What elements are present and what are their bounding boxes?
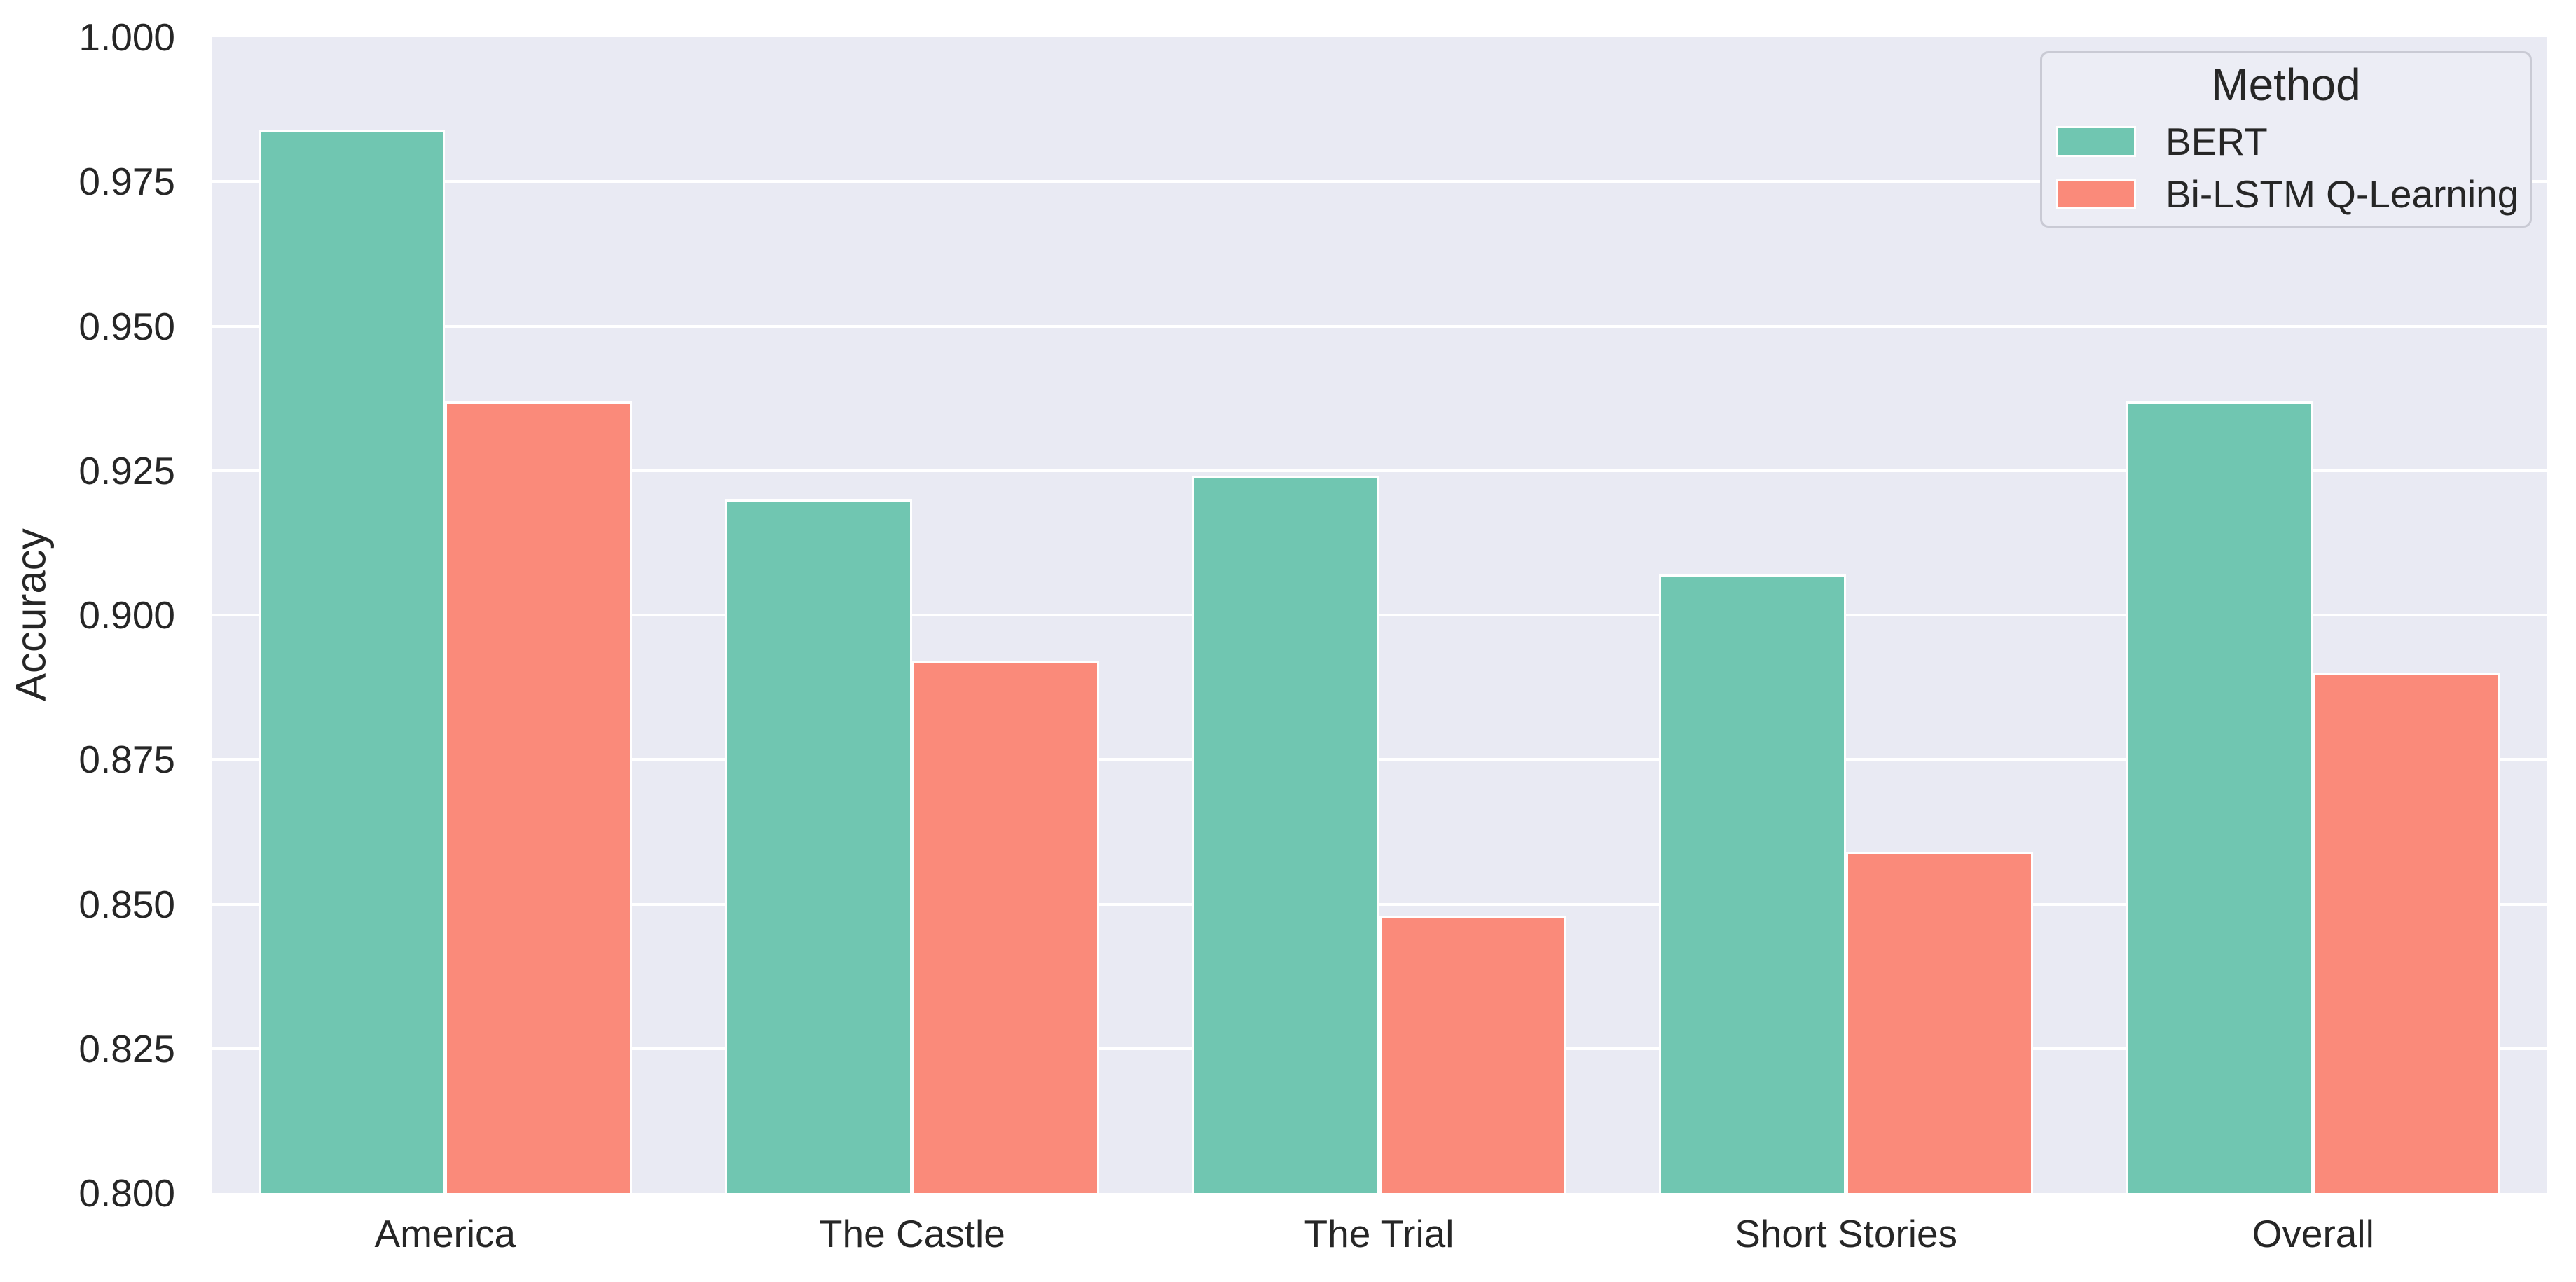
legend-title: Method <box>2211 60 2361 110</box>
bar-bi-lstm-q-learning-the-castle <box>911 661 1099 1193</box>
bar-bi-lstm-q-learning-the-trial <box>1379 916 1566 1193</box>
bar-bi-lstm-q-learning-america <box>445 401 632 1193</box>
x-tick-the-trial: The Trial <box>1304 1212 1454 1255</box>
gridline-0.950 <box>212 324 2547 328</box>
legend-label-bi-lstm-q-learning: Bi-LSTM Q-Learning <box>2165 172 2519 216</box>
y-tick-0.950: 0.950 <box>78 304 175 348</box>
x-tick-the-castle: The Castle <box>818 1212 1005 1255</box>
gridline-0.900 <box>212 614 2547 616</box>
x-tick-short-stories: Short Stories <box>1735 1212 1958 1255</box>
y-tick-0.975: 0.975 <box>78 160 175 204</box>
bar-bi-lstm-q-learning-overall <box>2313 673 2500 1193</box>
y-tick-0.800: 0.800 <box>78 1171 175 1215</box>
y-tick-0.825: 0.825 <box>78 1026 175 1070</box>
legend-items: BERT Bi-LSTM Q-Learning <box>2042 120 2530 216</box>
legend-item-bi-lstm-q-learning: Bi-LSTM Q-Learning <box>2056 172 2530 216</box>
x-tick-america: America <box>374 1212 516 1255</box>
x-axis: America The Castle The Trial Short Stories O… <box>212 1193 2547 1282</box>
x-tick-overall: Overall <box>2252 1212 2374 1255</box>
legend: Method BERT Bi-LSTM Q-Learning <box>2040 51 2532 228</box>
bar-bert-short-stories <box>1659 574 1847 1193</box>
y-tick-1.000: 1.000 <box>78 15 175 59</box>
gridline-0.875 <box>212 758 2547 761</box>
y-tick-0.850: 0.850 <box>78 882 175 926</box>
bar-bi-lstm-q-learning-short-stories <box>1846 852 2033 1193</box>
legend-label-bert: BERT <box>2165 120 2268 163</box>
y-axis: 1.000 0.975 0.950 0.925 0.900 0.875 0.850 0.825… <box>0 15 175 1215</box>
gridline-0.925 <box>212 469 2547 472</box>
gridline-0.850 <box>212 902 2547 906</box>
bar-bert-america <box>258 130 446 1193</box>
bar-bert-the-castle <box>725 499 912 1193</box>
bar-bert-the-trial <box>1192 476 1379 1193</box>
legend-swatch-bi-lstm-q-learning <box>2056 179 2136 209</box>
y-tick-0.875: 0.875 <box>78 738 175 782</box>
plot-area: Method BERT Bi-LSTM Q-Learning <box>212 37 2547 1193</box>
y-tick-0.925: 0.925 <box>78 448 175 492</box>
gridline-0.975 <box>212 180 2547 184</box>
bar-bert-overall <box>2126 401 2313 1193</box>
legend-swatch-bert <box>2056 126 2136 157</box>
legend-item-bert: BERT <box>2056 120 2530 163</box>
y-tick-0.900: 0.900 <box>78 593 175 637</box>
